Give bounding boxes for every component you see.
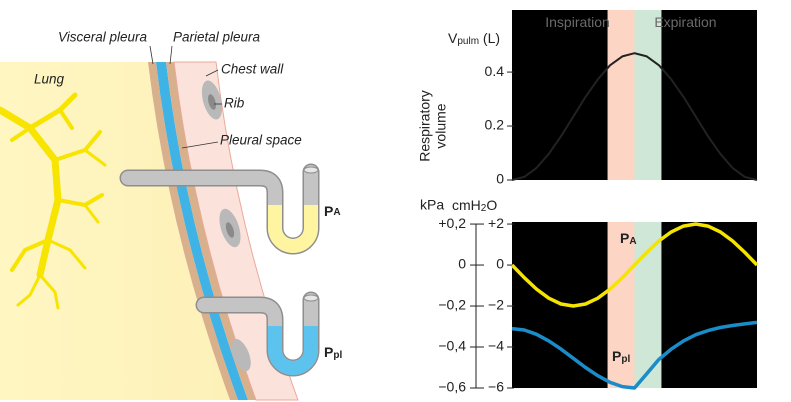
y-tick-label: 0.4	[485, 63, 505, 79]
y2-tick-label: +0,2	[438, 215, 466, 231]
phase-label: Expiration	[654, 14, 716, 30]
bronchial-tree	[0, 92, 107, 310]
pleura-diagram: Visceral pleura Parietal pleura Chest wa…	[0, 30, 342, 401]
series-label-part: A	[629, 236, 636, 247]
label: Visceral pleura	[58, 30, 148, 45]
y-tick-label: 0	[496, 171, 504, 187]
phase-label: Inspiration	[545, 14, 610, 30]
label: PA	[324, 203, 341, 219]
y-tick-label: −2	[488, 297, 504, 313]
phase-band	[607, 222, 635, 388]
y2-tick-label: −0,6	[438, 379, 466, 395]
series-label: Ppl	[612, 348, 630, 365]
label: Rib	[224, 96, 245, 111]
tube-opening	[303, 294, 319, 302]
y-unit-part: V	[448, 30, 458, 46]
series-label-part: P	[612, 348, 621, 364]
y-axis-title: Respiratory	[417, 90, 433, 162]
rib-core	[208, 94, 216, 110]
phase-band	[607, 10, 635, 180]
label: Parietal pleura	[173, 30, 261, 45]
y-unit-part: 2	[481, 203, 487, 214]
data-line	[511, 320, 758, 390]
lung-area	[0, 62, 230, 400]
y2-tick-label: −0,4	[438, 338, 466, 354]
y2-unit: kPa	[420, 197, 444, 213]
manometer-fluid	[268, 326, 318, 375]
y-unit-part: O	[486, 197, 497, 213]
leaders	[149, 45, 222, 149]
manometer-fluid	[268, 205, 318, 253]
y-axis-title: volume	[433, 103, 449, 148]
y-unit: Vpulm (L)	[448, 30, 500, 47]
label: Lung	[34, 72, 65, 87]
label: Chest wall	[221, 62, 284, 77]
phase-band	[634, 10, 662, 180]
rib-core	[225, 222, 235, 238]
rib	[231, 338, 251, 372]
pleural-space	[156, 62, 248, 400]
series-label-part: P	[620, 230, 629, 246]
y-tick-label: 0.2	[485, 117, 505, 133]
y2-tick-label: −0,2	[438, 297, 466, 313]
y-unit-part: cmH	[452, 197, 481, 213]
parietal-pleura	[166, 62, 256, 400]
y-unit: cmH2O	[452, 197, 497, 214]
data-line	[511, 52, 758, 181]
y-tick-label: +2	[488, 215, 504, 231]
y2-tick-label: 0	[458, 256, 466, 272]
label: Ppl	[324, 344, 342, 361]
y-tick-label: −6	[488, 379, 504, 395]
y-unit-part: pulm	[457, 36, 479, 47]
series-label: PA	[620, 230, 637, 247]
y-tick-label: 0	[496, 256, 504, 272]
visceral-pleura	[148, 62, 238, 400]
series-label-part: pl	[621, 354, 630, 365]
data-line	[510, 222, 759, 308]
tube-opening	[303, 166, 319, 174]
label: Pleural space	[220, 133, 302, 148]
y-tick-label: −4	[488, 338, 504, 354]
y-unit-part: (L)	[479, 30, 500, 46]
